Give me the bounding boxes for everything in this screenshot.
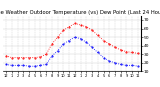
Title: Milwaukee Weather Outdoor Temperature (vs) Dew Point (Last 24 Hours): Milwaukee Weather Outdoor Temperature (v… [0,10,160,15]
